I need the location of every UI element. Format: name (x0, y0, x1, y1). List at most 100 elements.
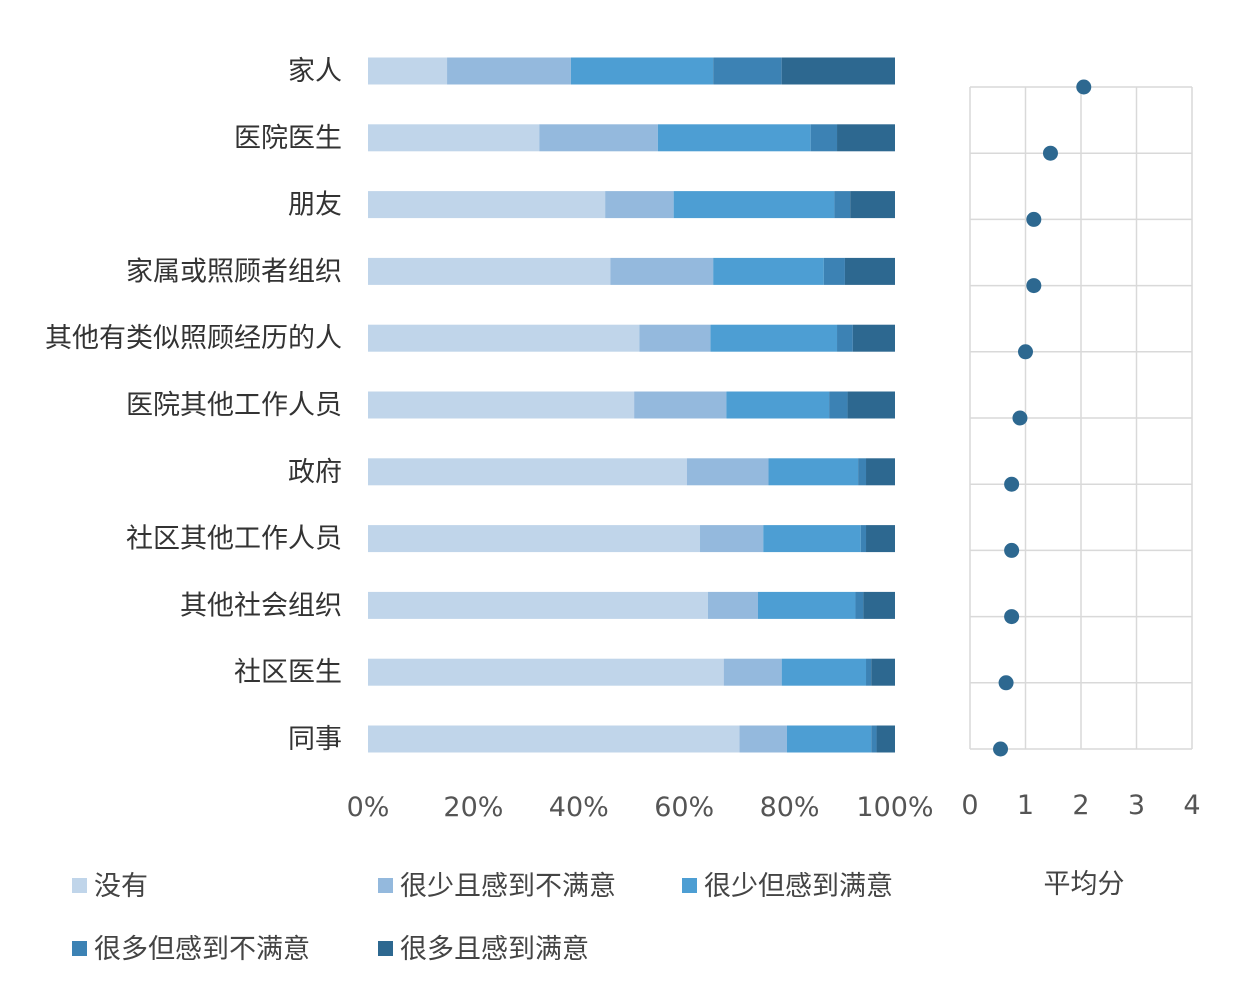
bar-segment (610, 257, 714, 285)
legend-label: 很多但感到不满意 (94, 934, 310, 965)
score-point (1018, 344, 1033, 360)
score-point (1076, 79, 1092, 95)
bar-segment (860, 525, 867, 553)
bar-segment (639, 324, 711, 352)
score-point (1004, 609, 1020, 625)
score-tick-label: 3 (1128, 790, 1145, 821)
legend-label: 很少且感到不满意 (400, 871, 616, 902)
bar-segment (871, 658, 895, 686)
bar-segment (605, 191, 674, 219)
bar-segment (781, 57, 895, 85)
bar-segment (837, 124, 895, 152)
bar-segment (763, 525, 861, 553)
bar-segment (713, 57, 782, 85)
category-label: 同事 (288, 724, 342, 755)
bar-segment (829, 391, 848, 419)
bar-segment (739, 725, 787, 753)
score-point (1026, 211, 1042, 227)
legend-label: 很多且感到满意 (400, 934, 589, 965)
bar-segment (713, 257, 824, 285)
bar-segment (876, 725, 895, 753)
category-label: 医院医生 (234, 123, 342, 154)
bar-segment (866, 658, 872, 686)
bar-segment (368, 57, 448, 85)
bar-segment (723, 658, 782, 686)
bar-segment (368, 124, 540, 152)
category-label: 其他有类似照顾经历的人 (45, 323, 342, 354)
x-tick-label: 80% (760, 792, 820, 823)
bar-segment (850, 191, 895, 219)
category-label: 家属或照顾者组织 (126, 256, 342, 287)
stacked-bar-chart: 家人医院医生朋友家属或照顾者组织其他有类似照顾经历的人医院其他工作人员政府社区其… (45, 56, 934, 823)
bar-segment (657, 124, 811, 152)
bar-segment (866, 525, 895, 553)
bar-segment (871, 725, 877, 753)
bar-segment (707, 591, 758, 619)
score-point (1004, 542, 1020, 558)
bar-segment (539, 124, 658, 152)
bar-segment (726, 391, 830, 419)
bar-segment (368, 458, 687, 486)
score-point (1004, 476, 1020, 492)
bar-segment (837, 324, 853, 352)
bar-segment (368, 658, 724, 686)
bar-segment (834, 191, 851, 219)
bar-segment (863, 591, 895, 619)
category-label: 社区其他工作人员 (126, 524, 342, 555)
score-point (1042, 145, 1058, 161)
bar-segment (368, 257, 611, 285)
bar-segment (852, 324, 895, 352)
bar-segment (686, 458, 769, 486)
bar-segment (866, 458, 895, 486)
category-label: 政府 (288, 457, 342, 488)
legend-swatch (682, 878, 697, 893)
x-tick-label: 0% (347, 792, 390, 823)
bar-segment (847, 391, 895, 419)
score-tick-label: 2 (1072, 790, 1089, 821)
bar-segment (368, 391, 635, 419)
score-point (993, 741, 1009, 757)
category-label: 医院其他工作人员 (126, 390, 342, 421)
legend-label: 很少但感到满意 (704, 871, 893, 902)
bar-segment (368, 191, 606, 219)
bar-segment (757, 591, 856, 619)
x-tick-label: 60% (654, 792, 714, 823)
bar-segment (855, 591, 864, 619)
score-point (998, 675, 1014, 691)
x-tick-label: 40% (549, 792, 609, 823)
bar-segment (823, 257, 845, 285)
legend-label: 没有 (94, 871, 148, 902)
score-tick-label: 0 (961, 790, 978, 821)
category-label: 其他社会组织 (180, 590, 342, 621)
bar-segment (368, 591, 708, 619)
bar-segment (858, 458, 867, 486)
bar-segment (786, 725, 872, 753)
bar-segment (634, 391, 727, 419)
bar-segment (768, 458, 859, 486)
legend-swatch (72, 941, 87, 956)
score-tick-label: 1 (1017, 790, 1034, 821)
x-tick-label: 100% (856, 792, 933, 823)
bar-segment (570, 57, 714, 85)
category-label: 家人 (288, 56, 342, 87)
legend-swatch (72, 878, 87, 893)
bar-segment (368, 324, 640, 352)
category-label: 朋友 (288, 190, 342, 221)
bar-segment (447, 57, 571, 85)
bar-segment (700, 525, 764, 553)
bar-segment (781, 658, 867, 686)
legend-swatch (378, 878, 393, 893)
bar-segment (673, 191, 835, 219)
score-point (1026, 278, 1042, 294)
score-tick-label: 4 (1183, 790, 1200, 821)
category-label: 社区医生 (234, 657, 342, 688)
score-point (1012, 410, 1028, 426)
bar-segment (844, 257, 895, 285)
average-score-chart: 0 1 2 3 4 平均分 (961, 79, 1201, 900)
bar-segment (368, 525, 701, 553)
x-tick-label: 20% (443, 792, 503, 823)
bar-segment (810, 124, 838, 152)
